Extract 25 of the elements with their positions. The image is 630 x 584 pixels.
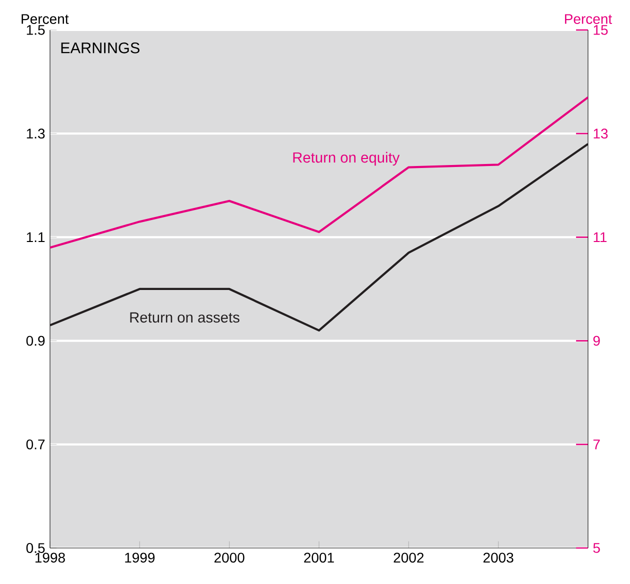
- y2-tick-label: 15: [594, 25, 608, 35]
- line-series: [50, 142, 588, 332]
- x-tick-label: 2003: [483, 552, 514, 563]
- line-series: [50, 96, 588, 249]
- y2-tick-label: 11: [594, 232, 607, 242]
- y-tick-label: 1.3: [26, 128, 45, 139]
- y2-tick-label: 5: [593, 543, 600, 553]
- x-tick-label: 2002: [394, 552, 424, 563]
- y2-axis-title: Percent: [565, 14, 612, 24]
- y-tick-label: 1.5: [26, 25, 45, 35]
- y-tick-label: 0.5: [26, 543, 45, 553]
- x-tick-label: 1999: [125, 552, 155, 563]
- text: EARNINGS: [61, 42, 140, 54]
- y-tick-label: 0.7: [26, 439, 45, 450]
- x-tick-label: 2000: [214, 552, 244, 563]
- x-tick-label: 1998: [35, 552, 65, 563]
- y-tick-label: 1.1: [26, 232, 45, 242]
- x-tick-label: 2001: [304, 552, 334, 563]
- series-label: Return on equity: [293, 152, 400, 166]
- series-label: Return on assets: [130, 312, 240, 323]
- y-tick-label: 0.9: [26, 336, 45, 346]
- y2-tick-label: 7: [593, 440, 600, 450]
- y2-tick-label: 13: [594, 128, 608, 139]
- y-axis-title: Percent: [22, 14, 69, 24]
- y2-tick-label: 9: [593, 336, 600, 346]
